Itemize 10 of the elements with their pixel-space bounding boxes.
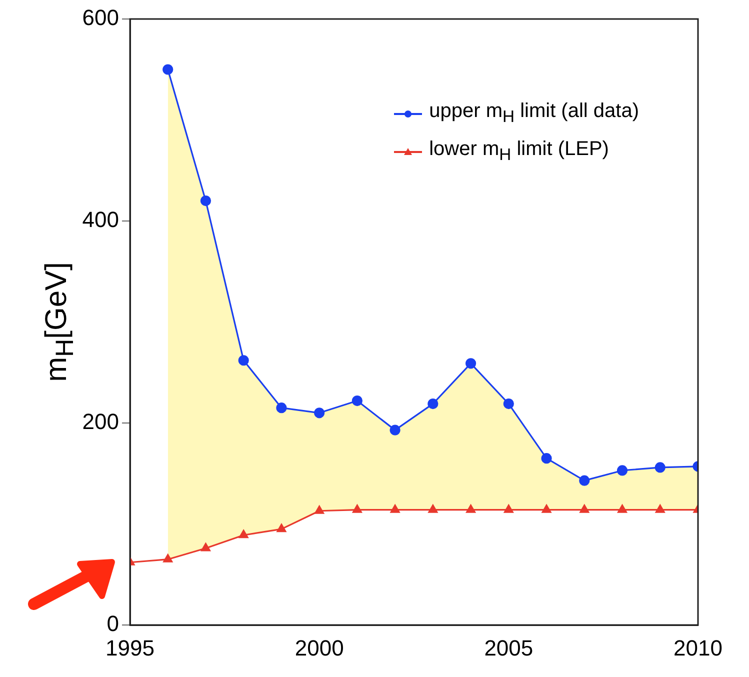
x-tick-label: 2010 <box>674 635 722 660</box>
x-tick-label: 1995 <box>106 635 154 660</box>
x-tick-label: 2000 <box>294 635 344 660</box>
legend-label: lower m$_{H}$ limit (LEP) <box>429 137 609 166</box>
y-tick-label: 400 <box>82 207 119 232</box>
y-tick-label: 600 <box>82 5 119 30</box>
y-tick-label: 200 <box>82 409 119 434</box>
x-tick-label: 2005 <box>484 635 534 660</box>
y-tick-label: 0 <box>106 611 119 636</box>
legend-label: upper m$_{H}$ limit (all data) <box>429 99 639 128</box>
